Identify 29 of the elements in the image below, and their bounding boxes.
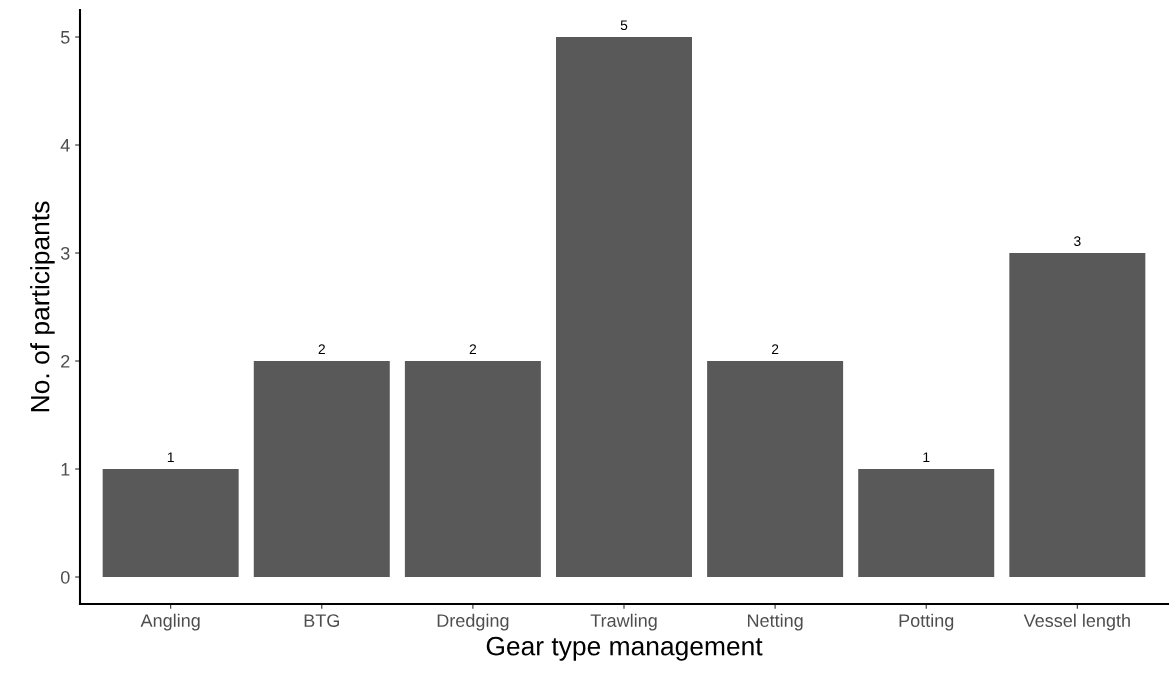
y-axis-title: No. of participants bbox=[30, 201, 55, 412]
bar bbox=[1009, 253, 1146, 577]
x-tick-label: Angling bbox=[140, 613, 200, 631]
data-label: 1 bbox=[923, 452, 930, 462]
bar bbox=[858, 469, 995, 577]
x-tick-label: BTG bbox=[304, 614, 339, 627]
bar bbox=[707, 361, 844, 577]
bar bbox=[404, 361, 541, 577]
y-tick-label: 3 bbox=[60, 246, 70, 260]
data-label: 5 bbox=[620, 20, 628, 31]
x-axis-title: Gear type management bbox=[486, 636, 763, 661]
x-tick-label: Dredging bbox=[437, 613, 509, 631]
y-tick-label: 0 bbox=[60, 570, 70, 584]
data-label: 2 bbox=[771, 344, 779, 354]
x-tick-label: Vessel length bbox=[1023, 613, 1130, 631]
bar bbox=[556, 37, 692, 577]
x-tick-label: Potting bbox=[899, 613, 954, 631]
data-label: 1 bbox=[167, 452, 174, 462]
data-label: 2 bbox=[469, 344, 477, 354]
bar bbox=[102, 469, 239, 577]
bar bbox=[253, 361, 390, 577]
data-label: 2 bbox=[318, 344, 325, 354]
y-tick-label: 1 bbox=[61, 463, 70, 476]
data-label: 3 bbox=[1074, 236, 1081, 247]
y-tick-label: 4 bbox=[60, 139, 70, 152]
y-tick-label: 2 bbox=[61, 354, 70, 368]
x-tick-label: Trawling bbox=[590, 613, 657, 631]
y-tick-label: 5 bbox=[60, 31, 70, 44]
x-tick-label: Netting bbox=[747, 613, 803, 631]
